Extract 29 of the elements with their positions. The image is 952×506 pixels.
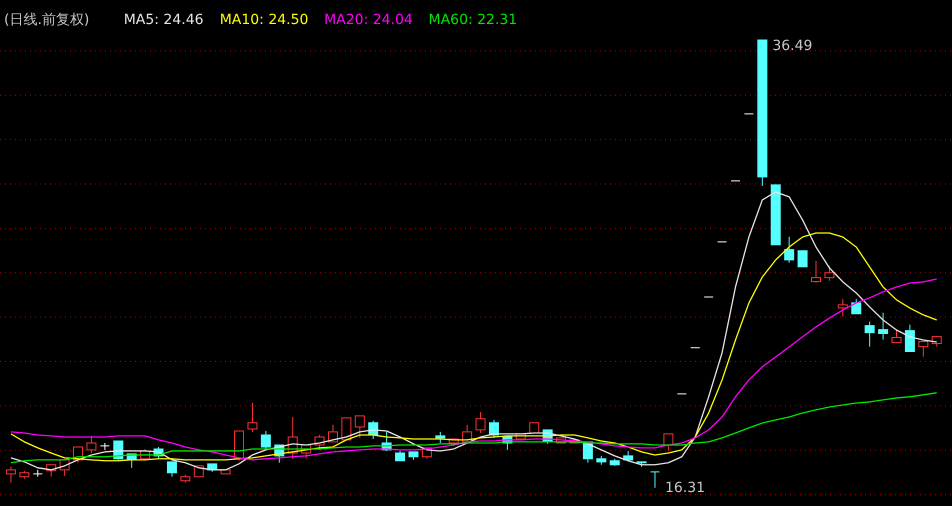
candlestick [932, 336, 942, 348]
candlestick [810, 260, 821, 284]
candlestick [798, 250, 808, 268]
candlestick [918, 341, 928, 358]
candlestick [86, 435, 96, 454]
candlestick [851, 298, 862, 314]
candlestick [824, 265, 834, 282]
text: MA20: 24.04 [324, 12, 413, 28]
candlestick [878, 312, 888, 340]
candlestick [6, 466, 16, 484]
text: (日线.前复权) [4, 12, 90, 28]
candlestick [904, 324, 915, 352]
text: MA5: 24.46 [124, 12, 204, 28]
text: MA60: 22.31 [428, 12, 518, 28]
candlestick [435, 431, 446, 444]
candlestick [247, 402, 258, 432]
candlestick [166, 461, 177, 478]
text: MA10: 24.50 [220, 12, 308, 28]
candlestick [650, 471, 660, 488]
annotation: 16.31 [664, 480, 706, 496]
candlestick [784, 236, 794, 264]
candlestick [864, 321, 875, 348]
candlestick [395, 450, 406, 462]
annotation: 36.49 [772, 38, 812, 54]
candlestick [838, 298, 848, 318]
candlestick [891, 329, 902, 344]
candlestick [354, 415, 365, 438]
candlestick [476, 411, 486, 434]
candlestick [260, 430, 271, 450]
